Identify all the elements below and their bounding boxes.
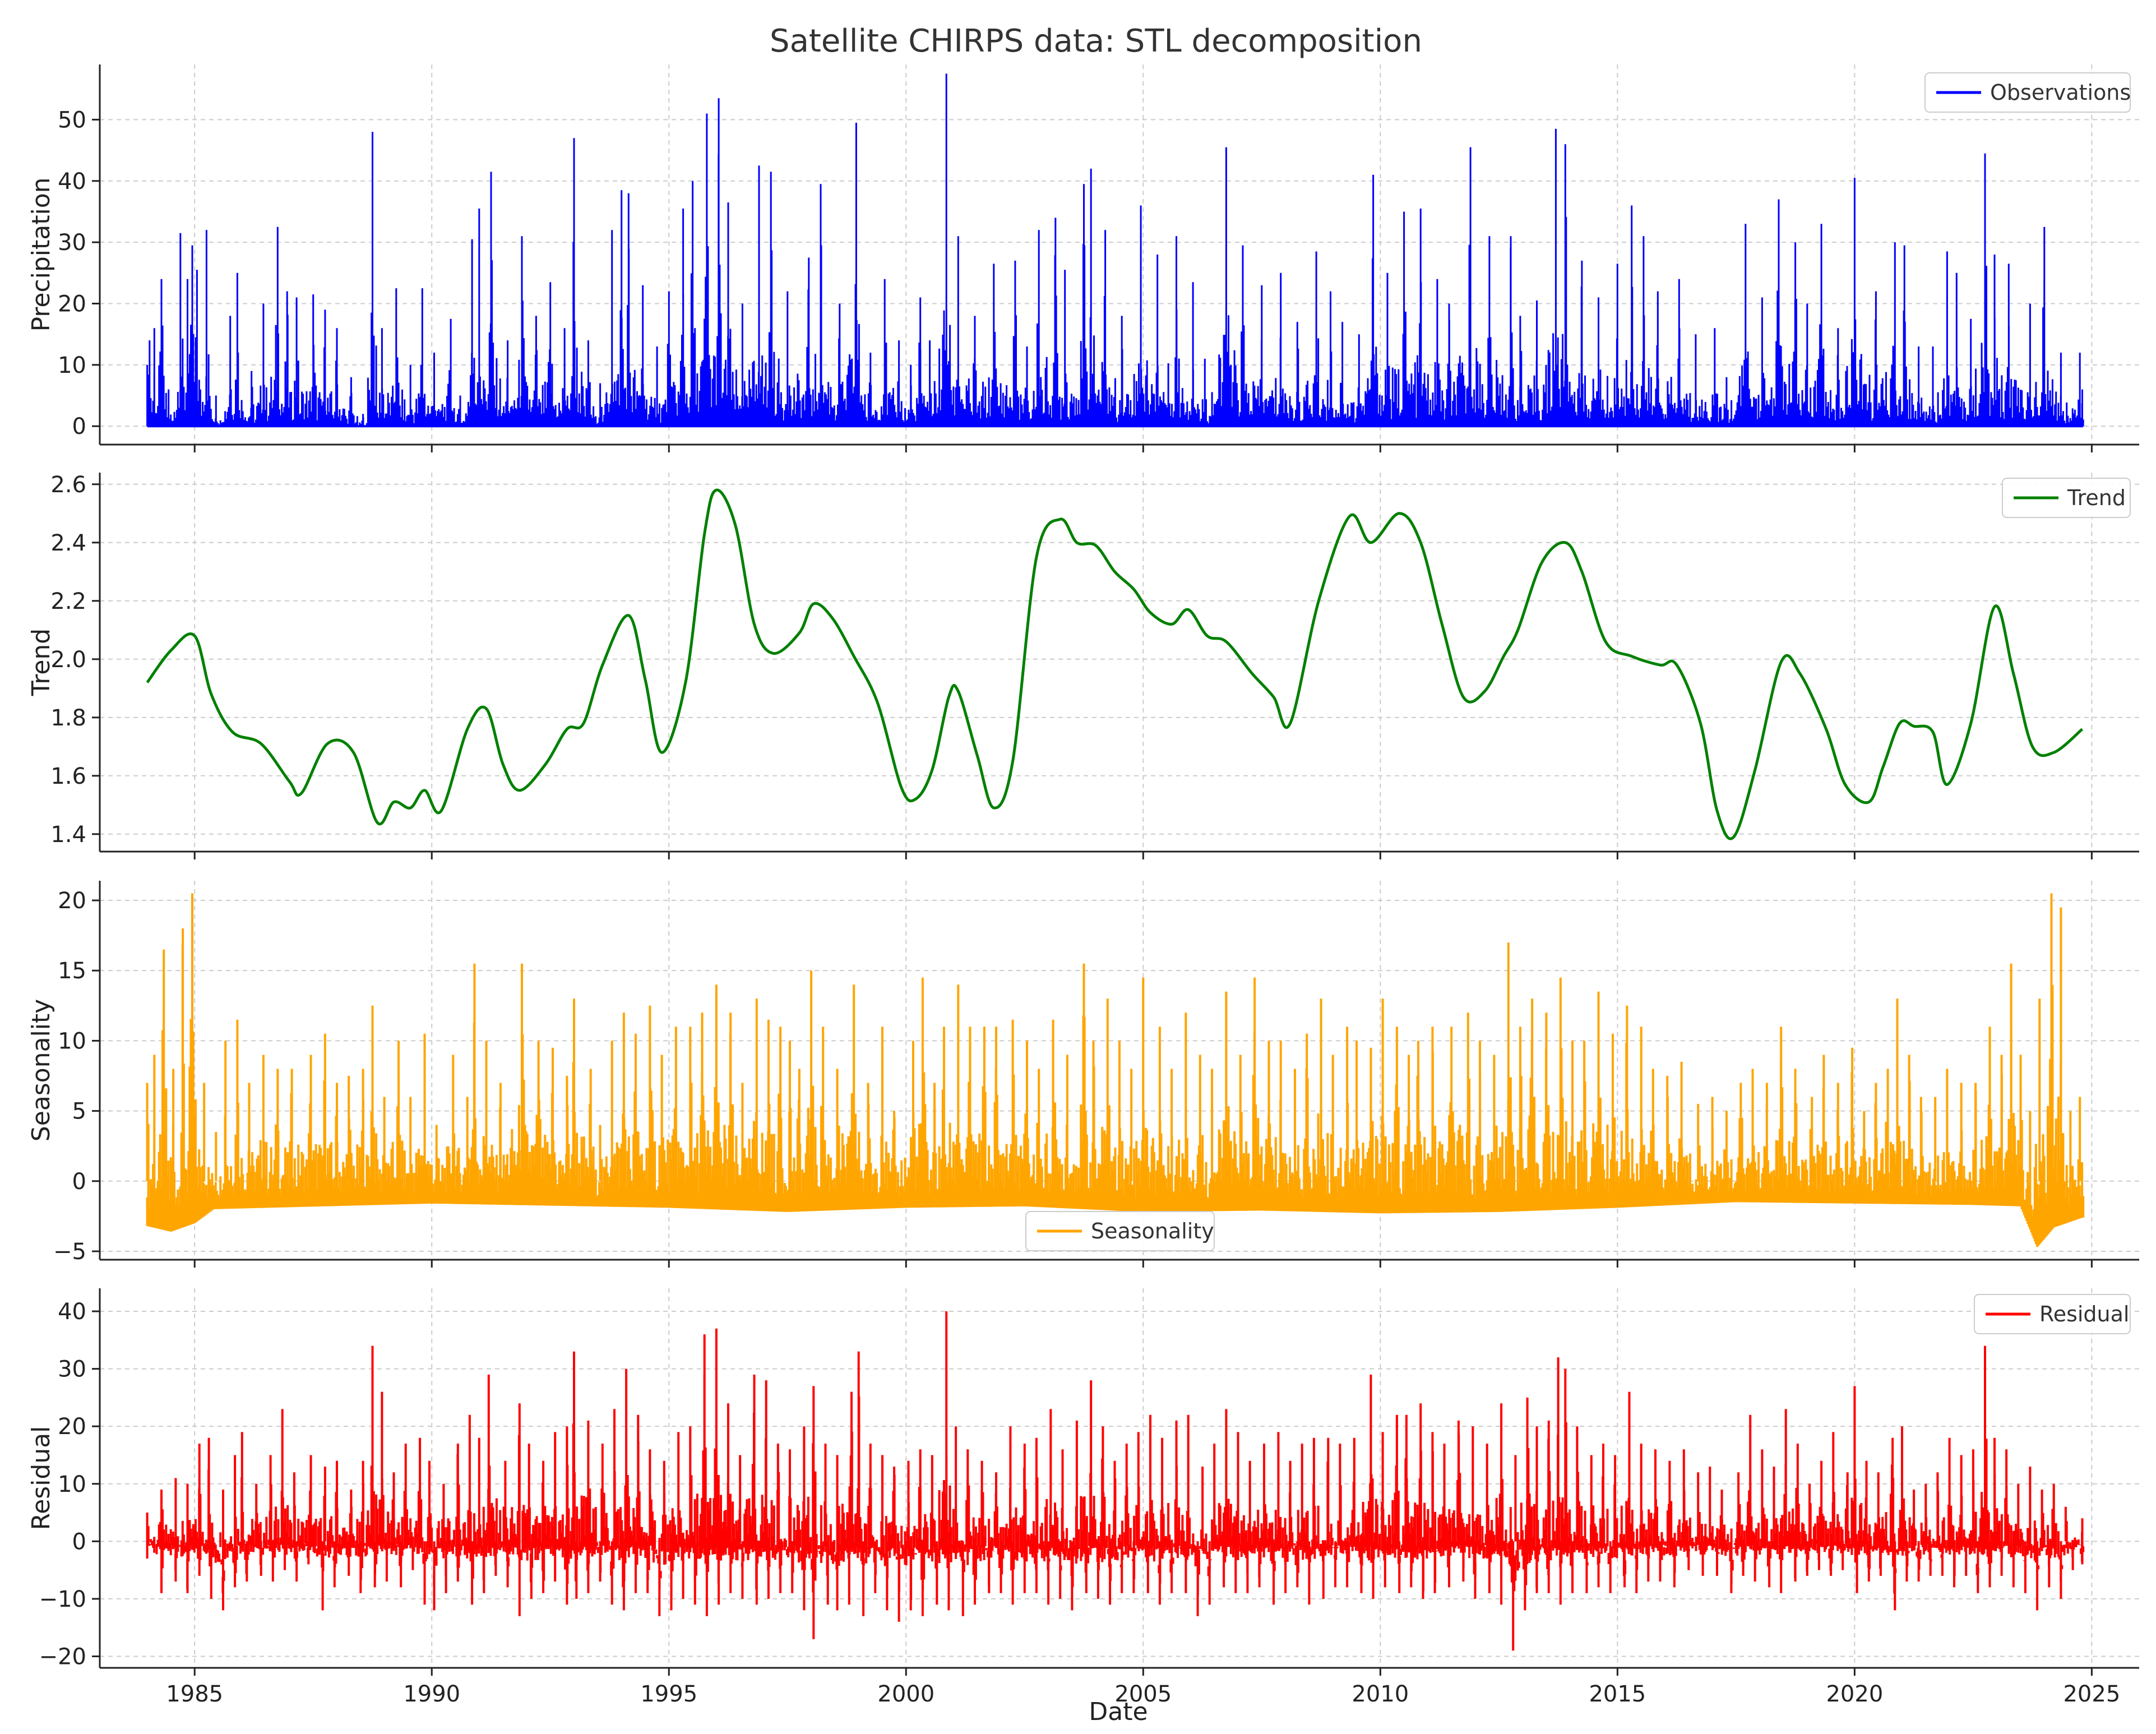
legend-observations: Observations — [1924, 72, 2131, 113]
x-tick-label: 2015 — [1589, 1681, 1646, 1707]
panel-trend: 1.4 1.6 1.8 2.0 2.2 2.4 2.6 Trend Trend — [27, 472, 2139, 859]
y-axis-label: Residual — [27, 1426, 55, 1530]
y-tick-label: 20 — [58, 291, 86, 317]
legend-trend: Trend — [2002, 478, 2131, 518]
y-tick-label: 30 — [58, 1357, 86, 1382]
x-tick-label: 2010 — [1352, 1681, 1409, 1707]
y-tick-label: 10 — [58, 353, 86, 378]
panels: 01020304050PrecipitationObservations1.41… — [27, 64, 2139, 1707]
y-tick-label: 20 — [58, 888, 86, 914]
y-tick-label: 50 — [58, 107, 86, 133]
x-tick-label: 1985 — [166, 1681, 223, 1707]
x-tick-label: 2000 — [877, 1681, 934, 1707]
panel-observations: 0 10 20 30 40 50 Precipitation Observations — [27, 64, 2139, 452]
x-tick-label: 2025 — [2063, 1681, 2120, 1707]
legend-box — [1974, 1294, 2131, 1334]
legend-label: Observations — [1990, 80, 2131, 105]
trend-line — [146, 488, 2084, 840]
x-tick-label: 1995 — [640, 1681, 697, 1707]
y-tick-label: 1.8 — [50, 705, 86, 731]
y-axis-label: Seasonality — [27, 999, 55, 1141]
y-tick-label: 40 — [58, 169, 86, 195]
y-tick-label: 0 — [72, 414, 86, 440]
seasonality-series — [146, 893, 2085, 1247]
chart-title: Satellite CHIRPS data: STL decomposition — [770, 23, 1422, 59]
y-axis-label: Trend — [27, 628, 55, 696]
y-tick-label: 10 — [58, 1472, 86, 1497]
legend-label: Seasonality — [1091, 1219, 1214, 1243]
y-tick-label: 2.6 — [50, 472, 86, 498]
y-tick-label: 0 — [72, 1169, 86, 1195]
panel-seasonality: −5 0 5 10 15 20 Seasonality Seasonality — [27, 881, 2139, 1268]
y-tick-label: 2.0 — [50, 647, 86, 673]
legend-box — [2002, 478, 2131, 518]
y-tick-label: 5 — [72, 1099, 86, 1125]
y-tick-label: 2.2 — [50, 589, 86, 614]
legend-box — [1025, 1211, 1215, 1251]
y-tick-label: −10 — [39, 1587, 86, 1612]
residual-series — [146, 1311, 2085, 1651]
y-tick-label: 20 — [58, 1414, 86, 1440]
x-tick-label: 2020 — [1826, 1681, 1883, 1707]
legend-label: Trend — [2067, 485, 2126, 510]
legend-box — [1924, 72, 2131, 113]
y-tick-label: −20 — [39, 1644, 86, 1670]
y-tick-label: 40 — [58, 1299, 86, 1325]
y-tick-label: 10 — [58, 1028, 86, 1054]
legend-residual: Residual — [1974, 1294, 2131, 1334]
y-axis-label: Precipitation — [27, 177, 55, 331]
y-tick-label: 1.4 — [50, 822, 86, 848]
y-tick-label: 1.6 — [50, 764, 86, 789]
x-tick-label: 1990 — [403, 1681, 460, 1707]
observations-bars — [146, 73, 2084, 427]
y-tick-label: 30 — [58, 230, 86, 256]
y-tick-label: 15 — [58, 958, 86, 984]
x-tick-label: 2005 — [1114, 1681, 1172, 1707]
y-tick-label: −5 — [53, 1239, 86, 1265]
panel-residual: −20 −10 0 10 20 30 40 1985 1990 1995 2000 2005 2010 2… — [27, 1288, 2139, 1707]
y-tick-label: 0 — [72, 1529, 86, 1555]
y-tick-label: 2.4 — [50, 530, 86, 556]
x-axis-label: Date — [1089, 1698, 1148, 1726]
legend-seasonality: Seasonality — [1025, 1211, 1215, 1251]
legend-label: Residual — [2039, 1302, 2129, 1326]
